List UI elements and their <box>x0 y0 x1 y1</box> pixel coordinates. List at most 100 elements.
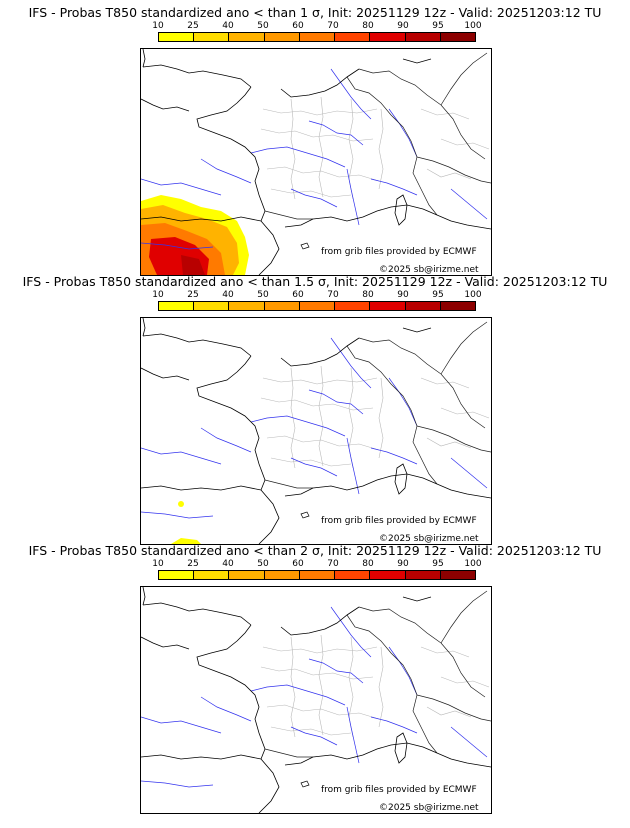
colorbar-swatch <box>229 571 265 579</box>
coastline <box>142 49 146 68</box>
colorbar-swatches <box>158 301 476 311</box>
colorbar-swatches <box>158 570 476 580</box>
coastline <box>258 489 280 544</box>
river <box>346 168 360 226</box>
admin-boundary <box>266 435 380 451</box>
colorbar-tick-label: 100 <box>464 21 482 31</box>
river <box>200 696 252 722</box>
colorbar-tick-label: 40 <box>222 290 234 300</box>
admin-boundary <box>318 365 324 467</box>
source-note: from grib files provided by ECMWF <box>321 247 477 257</box>
colorbar-swatch <box>159 33 195 41</box>
colorbar-tick-label: 60 <box>292 290 304 300</box>
admin-boundary <box>318 96 324 198</box>
admin-boundary <box>420 646 470 658</box>
river <box>450 188 488 220</box>
colorbar-swatch <box>264 302 300 310</box>
admin-boundary <box>426 437 472 449</box>
colorbar-swatch <box>335 33 371 41</box>
colorbar-tick-label: 10 <box>152 559 164 569</box>
river <box>200 158 252 184</box>
admin-boundary <box>270 726 352 736</box>
copyright: ©2025 sb@irizme.net <box>379 803 479 813</box>
colorbar-tick-label: 90 <box>397 290 409 300</box>
coastline <box>402 58 432 64</box>
colorbar-swatch <box>194 302 230 310</box>
colorbar-tick-label: 25 <box>187 21 199 31</box>
map-frame: from grib files provided by ECMWF ©2025 s… <box>140 48 492 276</box>
coastline <box>258 220 280 275</box>
river <box>141 178 222 196</box>
river <box>450 457 488 489</box>
admin-boundary <box>266 704 380 720</box>
colorbar-tick-label: 100 <box>464 559 482 569</box>
admin-boundary <box>420 108 470 120</box>
river <box>330 606 372 658</box>
colorbar-tick-label: 90 <box>397 21 409 31</box>
colorbar-swatches <box>158 32 476 42</box>
river <box>330 337 372 389</box>
coastline <box>284 204 491 230</box>
colorbar-tick-label: 70 <box>327 559 339 569</box>
admin-boundary <box>266 166 380 182</box>
admin-boundary <box>348 367 354 469</box>
colorbar-swatch <box>159 302 195 310</box>
river <box>141 447 222 465</box>
colorbar-tick-label: 25 <box>187 559 199 569</box>
map-svg <box>141 318 491 544</box>
coastline <box>402 327 432 333</box>
colorbar-tick-label: 50 <box>257 290 269 300</box>
prob-spot <box>171 538 201 544</box>
admin-boundary <box>260 666 374 680</box>
river <box>141 242 214 250</box>
colorbar-swatch <box>440 302 475 310</box>
colorbar-tick-label: 70 <box>327 21 339 31</box>
river <box>388 108 418 158</box>
map-panel-1: IFS - Probas T850 standardized ano < tha… <box>0 5 630 276</box>
river <box>141 511 214 519</box>
admin-boundary <box>378 377 384 459</box>
panel-title: IFS - Probas T850 standardized ano < tha… <box>28 543 602 558</box>
admin-boundary <box>348 636 354 738</box>
colorbar-tick-label: 100 <box>464 290 482 300</box>
admin-boundary <box>262 646 378 654</box>
river <box>308 658 364 684</box>
colorbar-tick-label: 60 <box>292 21 304 31</box>
admin-boundary <box>262 108 378 116</box>
coastline <box>280 68 360 98</box>
country-border <box>440 590 488 644</box>
country-border <box>346 76 438 216</box>
country-border <box>416 694 491 722</box>
country-border <box>440 104 486 160</box>
colorbar-swatch <box>335 571 371 579</box>
admin-boundary <box>440 407 490 419</box>
coastline-island <box>300 511 310 519</box>
river <box>308 389 364 415</box>
admin-boundary <box>260 128 374 142</box>
coastline <box>142 602 252 626</box>
river <box>200 427 252 453</box>
panel-title: IFS - Probas T850 standardized ano < tha… <box>28 5 602 20</box>
river <box>308 120 364 146</box>
coastline <box>141 367 190 381</box>
colorbar-tick-label: 40 <box>222 21 234 31</box>
colorbar-tick-label: 10 <box>152 21 164 31</box>
prob-area-90 <box>181 255 205 275</box>
coastline <box>280 337 360 367</box>
country-border <box>358 68 442 106</box>
coastline <box>142 64 252 88</box>
admin-boundary <box>420 377 470 389</box>
colorbar-swatch <box>440 571 475 579</box>
colorbar-tick-label: 95 <box>432 559 444 569</box>
source-note: from grib files provided by ECMWF <box>321 785 477 795</box>
colorbar-swatch <box>370 33 406 41</box>
colorbar-swatch <box>299 302 336 310</box>
coastline-island <box>300 242 310 250</box>
coastline <box>284 473 491 499</box>
coastline <box>141 485 262 491</box>
river <box>370 447 418 465</box>
source-note: from grib files provided by ECMWF <box>321 516 477 526</box>
colorbar-swatch <box>194 571 230 579</box>
admin-boundary <box>270 457 352 467</box>
colorbar-tick-label: 80 <box>362 559 374 569</box>
